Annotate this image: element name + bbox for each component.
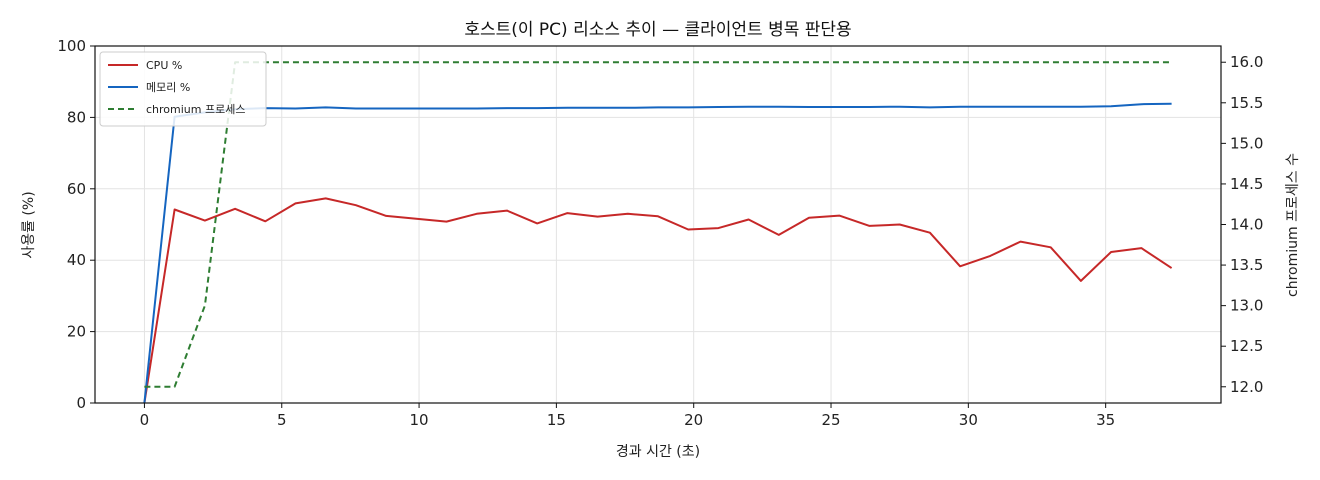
y-tick-label-left: 60 — [67, 180, 86, 198]
series-line-0 — [143, 197, 1173, 404]
legend: CPU % 메모리 % chromium 프로세스 — [99, 51, 267, 127]
x-tick-label: 15 — [547, 411, 566, 429]
chart-title: 호스트(이 PC) 리소스 추이 — 클라이언트 병목 판단용 — [464, 20, 851, 40]
y-axis-label-right: chromium 프로세스 수 — [1285, 153, 1301, 297]
y-tick-label-right: 13.0 — [1230, 297, 1263, 315]
y-tick-label-left: 0 — [76, 394, 86, 412]
x-axis-label: 경과 시간 (초) — [616, 444, 700, 460]
x-tick-label: 5 — [277, 411, 287, 429]
y-axis-label-left: 사용률 (%) — [21, 191, 37, 258]
series-layer — [143, 61, 1173, 404]
x-tick-label: 20 — [684, 411, 703, 429]
x-tick-label: 30 — [959, 411, 978, 429]
x-tick-label: 0 — [140, 411, 150, 429]
y-tick-label-right: 14.5 — [1230, 175, 1263, 193]
legend-box — [99, 51, 267, 127]
x-tick-label: 35 — [1096, 411, 1115, 429]
y-tick-label-right: 14.0 — [1230, 216, 1263, 234]
y-tick-label-right: 15.5 — [1230, 94, 1263, 112]
x-tick-label: 10 — [410, 411, 429, 429]
series-line-2 — [144, 61, 1172, 388]
series-line-1 — [143, 102, 1172, 404]
y-tick-label-right: 16.0 — [1230, 53, 1263, 71]
legend-label-1: 메모리 % — [146, 81, 190, 94]
y-tick-label-right: 12.0 — [1230, 378, 1263, 396]
y-tick-label-right: 15.0 — [1230, 134, 1263, 152]
y-tick-label-right: 12.5 — [1230, 337, 1263, 355]
y-tick-label-left: 100 — [57, 37, 86, 55]
y-tick-label-right: 13.5 — [1230, 256, 1263, 274]
legend-label-2: chromium 프로세스 — [146, 103, 245, 116]
x-tick-label: 25 — [821, 411, 840, 429]
legend-label-0: CPU % — [146, 59, 182, 72]
axis-layer: 0 5 10 15 20 25 30 35 0 20 40 60 80 100 12.0 12.5 13.0 13… — [57, 37, 1263, 429]
y-tick-label-left: 80 — [67, 108, 86, 126]
y-tick-label-left: 20 — [67, 323, 86, 341]
y-tick-label-left: 40 — [67, 251, 86, 269]
